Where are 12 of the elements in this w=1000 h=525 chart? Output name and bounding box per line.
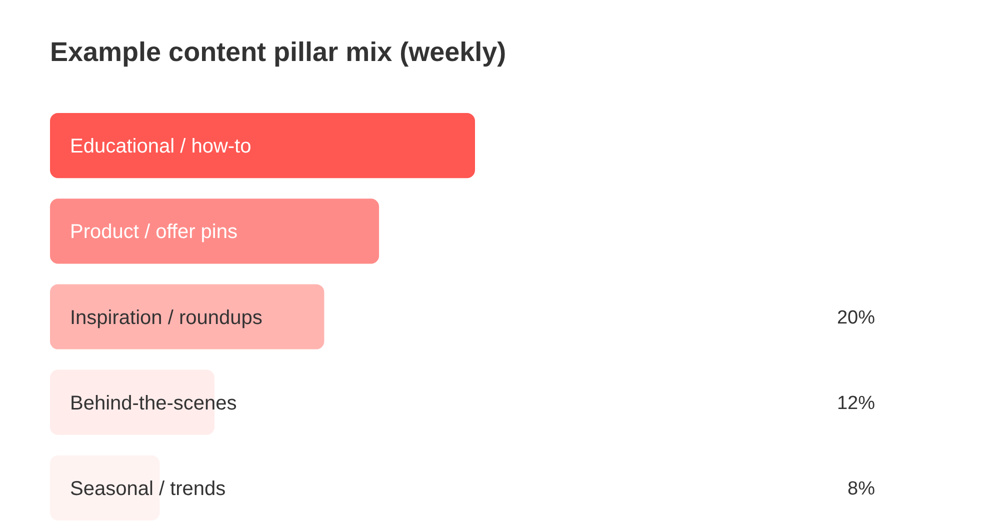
- data-label: 20%: [836, 307, 876, 328]
- bar: [50, 284, 324, 350]
- y-tick-label: Product / offer pins: [70, 221, 238, 244]
- y-tick-label: Behind-the-scenes: [70, 392, 237, 414]
- y-tick-label: Inspiration / roundups: [70, 306, 262, 329]
- data-label: 8%: [848, 478, 876, 500]
- chart-title: Example content pillar mix (weekly): [50, 37, 506, 67]
- y-tick-label: Educational / how-to: [70, 136, 252, 158]
- bar: [50, 113, 475, 178]
- y-tick-label: Seasonal / trends: [70, 478, 226, 500]
- data-label: 12%: [836, 392, 876, 414]
- bar: [50, 198, 380, 264]
